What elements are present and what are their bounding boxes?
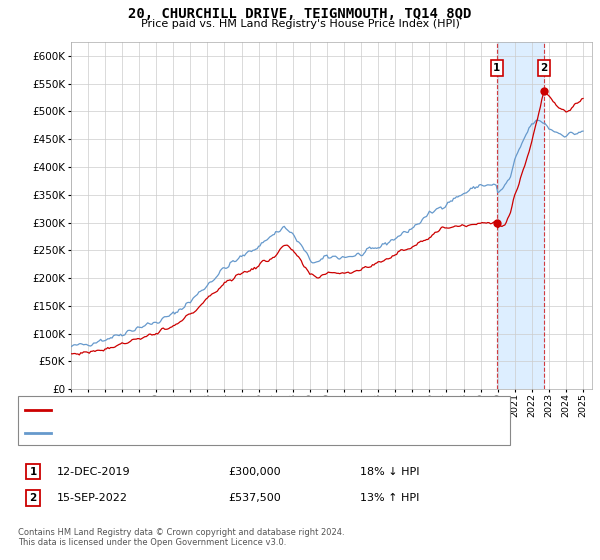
Text: 20, CHURCHILL DRIVE, TEIGNMOUTH, TQ14 8QD: 20, CHURCHILL DRIVE, TEIGNMOUTH, TQ14 8Q… [128,7,472,21]
Text: 2: 2 [541,63,548,73]
Text: Price paid vs. HM Land Registry's House Price Index (HPI): Price paid vs. HM Land Registry's House … [140,19,460,29]
Text: 20, CHURCHILL DRIVE, TEIGNMOUTH, TQ14 8QD (detached house): 20, CHURCHILL DRIVE, TEIGNMOUTH, TQ14 8Q… [55,405,381,415]
Text: 1: 1 [29,466,37,477]
Text: £300,000: £300,000 [228,466,281,477]
Text: 12-DEC-2019: 12-DEC-2019 [57,466,131,477]
Bar [497,42,544,389]
Text: 18% ↓ HPI: 18% ↓ HPI [360,466,419,477]
Text: 2: 2 [29,493,37,503]
Text: HPI: Average price, detached house, Teignbridge: HPI: Average price, detached house, Teig… [55,428,293,438]
Text: Contains HM Land Registry data © Crown copyright and database right 2024.
This d: Contains HM Land Registry data © Crown c… [18,528,344,547]
Text: 1: 1 [493,63,500,73]
Text: 15-SEP-2022: 15-SEP-2022 [57,493,128,503]
Text: £537,500: £537,500 [228,493,281,503]
Text: 13% ↑ HPI: 13% ↑ HPI [360,493,419,503]
